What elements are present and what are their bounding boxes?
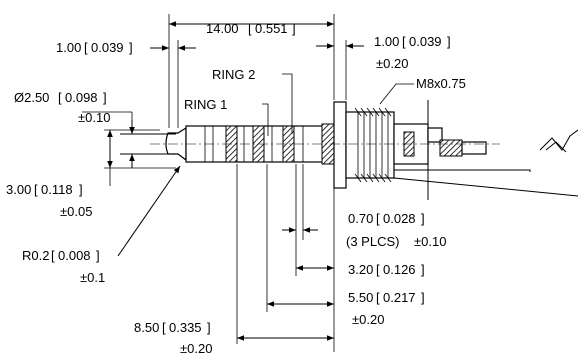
svg-text:[: [	[84, 40, 88, 55]
plug-body	[165, 100, 578, 200]
svg-text:]: ]	[421, 290, 425, 305]
dim-ring1-flange-tol: ±0.20	[180, 341, 212, 356]
dim-tip-length-value: 1.00	[56, 40, 81, 55]
svg-text:[: [	[402, 34, 406, 49]
dim-tip-radius-value: R0.2	[22, 248, 49, 263]
dim-sleeve-inch: 0.126	[383, 262, 416, 277]
ring2-label: RING 2	[212, 67, 255, 82]
thread-label: M8x0.75	[416, 76, 466, 91]
dim-flange-tol: ±0.20	[376, 56, 408, 71]
dim-flange-value: 1.00	[374, 34, 399, 49]
dim-tip-width-tol: ±0.05	[60, 204, 92, 219]
svg-text:[: [	[58, 90, 62, 105]
svg-text:]: ]	[103, 90, 107, 105]
dim-sleeve-value: 3.20	[348, 262, 373, 277]
dim-tip-diameter-value: Ø2.50	[14, 90, 49, 105]
dim-tip-diameter-tol: ±0.10	[78, 110, 110, 125]
dim-tip-diameter-inch: 0.098	[65, 90, 98, 105]
svg-text:[: [	[376, 262, 380, 277]
svg-text:]: ]	[447, 34, 451, 49]
dim-tip-radius-inch: 0.008	[58, 248, 91, 263]
svg-text:[: [	[34, 182, 38, 197]
svg-text:]: ]	[79, 182, 83, 197]
pin-terminal	[461, 141, 487, 155]
svg-text:[: [	[376, 211, 380, 226]
svg-text:]: ]	[421, 211, 425, 226]
thread-leader	[379, 83, 414, 105]
svg-text:]: ]	[421, 262, 425, 277]
dim-ring1-flange-inch: 0.335	[169, 320, 202, 335]
dim-overall-inch: 0.551	[255, 21, 288, 36]
dim-tip-length-inch: 0.039	[91, 40, 124, 55]
dim-tip-radius-tol: ±0.1	[80, 270, 105, 285]
dim-tip-width-value: 3.00	[6, 182, 31, 197]
flange	[333, 101, 347, 189]
svg-text:[: [	[248, 21, 252, 36]
svg-text:[: [	[162, 320, 166, 335]
svg-text:[: [	[51, 248, 55, 263]
dim-ring1-flange-value: 8.50	[134, 320, 159, 335]
dim-tip-width-inch: 0.118	[41, 182, 73, 197]
dim-ring-gap-tol: ±0.10	[414, 234, 446, 249]
svg-text:]: ]	[129, 40, 133, 55]
svg-text:[: [	[376, 290, 380, 305]
dim-ring-gap-inch: 0.028	[383, 211, 416, 226]
dim-ring2-flange-value: 5.50	[348, 290, 373, 305]
dim-ring2-flange-tol: ±0.20	[352, 312, 384, 327]
dim-flange-inch: 0.039	[409, 34, 442, 49]
svg-text:]: ]	[96, 248, 100, 263]
dim-ring-gap-value: 0.70	[348, 211, 373, 226]
ring1-label: RING 1	[184, 97, 227, 112]
svg-text:]: ]	[292, 21, 296, 36]
svg-text:]: ]	[207, 320, 211, 335]
dim-overall-value: 14.00	[206, 21, 239, 36]
dim-ring2-flange-inch: 0.217	[383, 290, 416, 305]
dim-ring-gap-note: (3 PLCS)	[346, 234, 399, 249]
